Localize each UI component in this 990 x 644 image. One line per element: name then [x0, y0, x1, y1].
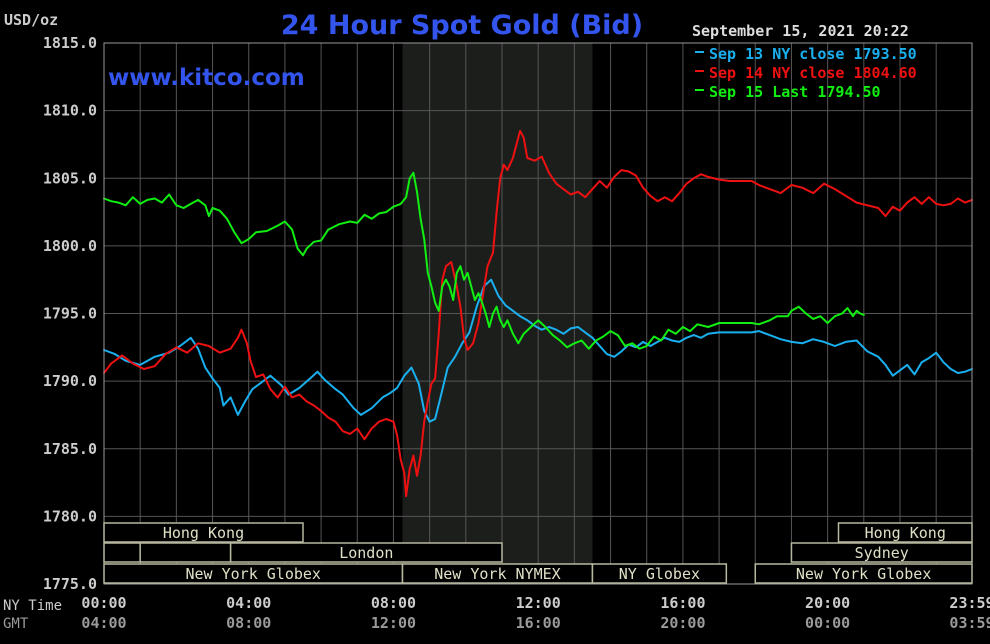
legend-swatch-sep15 — [695, 89, 704, 91]
x-tick-label-gmt: 03:59 — [949, 614, 990, 632]
x-tick-label-gmt: 08:00 — [226, 614, 271, 632]
session-bar — [139, 542, 232, 563]
x-axis: 00:00 04:00 04:00 08:00 08:00 12:00 12:00 16:00… — [81, 594, 990, 632]
session-label: Sydney — [855, 544, 909, 562]
ny-time-label: NY Time — [3, 598, 62, 614]
chart-title: 24 Hour Spot Gold (Bid) — [281, 10, 643, 41]
session-label: New York Globex — [796, 565, 931, 583]
session-bar — [103, 542, 141, 563]
y-tick-label: 1780.0 — [43, 507, 97, 525]
session-label: NY Globex — [619, 565, 700, 583]
legend-swatch-sep13 — [695, 51, 704, 53]
x-tick-label-gmt: 20:00 — [660, 614, 705, 632]
session-bar — [591, 563, 728, 584]
legend-swatch-sep14 — [695, 70, 704, 72]
legend-item-sep13: Sep 13 NY close 1793.50 — [709, 45, 917, 63]
y-axis: 1775.0 1780.0 1785.0 1790.0 1795.0 1800.0 1805… — [43, 34, 97, 593]
x-tick-label-gmt: 00:00 — [805, 614, 850, 632]
session-label: London — [339, 544, 393, 562]
x-tick-label-gmt: 04:00 — [81, 614, 126, 632]
plot-border — [103, 42, 973, 585]
x-tick-label-ny: 04:00 — [226, 594, 271, 612]
legend-item-sep14: Sep 14 NY close 1804.60 — [709, 64, 917, 82]
session-bar — [790, 542, 973, 563]
session-label: Hong Kong — [865, 524, 946, 542]
session-label: New York NYMEX — [434, 565, 560, 583]
chart-timestamp: September 15, 2021 20:22 — [692, 22, 909, 40]
y-tick-label: 1785.0 — [43, 440, 97, 458]
session-label: New York Globex — [186, 565, 321, 583]
x-tick-label-ny: 16:00 — [660, 594, 705, 612]
watermark-url: www.kitco.com — [108, 65, 305, 91]
x-tick-label-ny: 00:00 — [81, 594, 126, 612]
session-bar — [103, 522, 304, 543]
price-series — [103, 129, 973, 498]
series-line-1 — [103, 129, 973, 498]
y-tick-label: 1815.0 — [43, 34, 97, 52]
x-tick-label-gmt: 12:00 — [371, 614, 416, 632]
x-tick-label-ny: 23:59 — [949, 594, 990, 612]
session-bar — [754, 563, 973, 584]
session-bar — [229, 542, 503, 563]
legend-item-sep15: Sep 15 Last 1794.50 — [709, 83, 881, 101]
gmt-label: GMT — [3, 616, 29, 632]
session-label: Hong Kong — [163, 524, 244, 542]
y-tick-label: 1795.0 — [43, 305, 97, 323]
y-tick-label: 1790.0 — [43, 372, 97, 390]
x-tick-label-ny: 08:00 — [371, 594, 416, 612]
x-tick-label-gmt: 16:00 — [516, 614, 561, 632]
series-line-2 — [103, 171, 865, 350]
y-tick-label: 1810.0 — [43, 102, 97, 120]
grid-lines — [104, 42, 972, 585]
y-tick-label: 1775.0 — [43, 575, 97, 593]
market-session-bars: Hong Kong Hong Kong London Sydney New York G… — [103, 522, 973, 584]
x-tick-label-ny: 12:00 — [516, 594, 561, 612]
y-tick-label: 1800.0 — [43, 237, 97, 255]
session-bar — [837, 522, 973, 543]
y-tick-label: 1805.0 — [43, 169, 97, 187]
unit-label: USD/oz — [4, 11, 58, 29]
legend: Sep 13 NY close 1793.50 Sep 14 NY close … — [695, 45, 917, 101]
x-tick-label-ny: 20:00 — [805, 594, 850, 612]
